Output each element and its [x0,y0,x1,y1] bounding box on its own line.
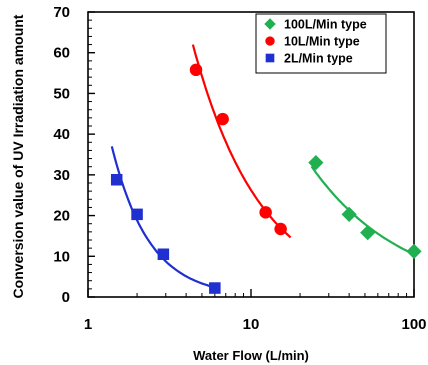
data-point [157,248,170,261]
legend-marker [264,18,276,30]
y-tick-label: 70 [53,4,70,21]
y-tick-label: 0 [62,289,70,306]
x-tick-label: 100 [401,316,426,333]
data-point [406,243,422,259]
data-point [189,63,203,77]
x-tick-label: 1 [84,316,92,333]
data-point [259,206,272,219]
y-tick-label: 30 [53,167,70,184]
data-point [341,206,357,222]
legend-label: 100L/Min type [284,18,367,32]
y-tick-label: 50 [53,85,70,102]
y-tick-label: 60 [53,45,70,62]
legend-box [255,13,387,74]
y-tick-label: 20 [53,208,70,225]
data-point [131,208,143,221]
data-point [308,155,324,171]
legend-label: 10L/Min type [284,35,360,49]
trend-line [310,165,415,256]
data-point [209,282,221,294]
legend-marker [265,36,275,46]
data-point [360,225,376,241]
y-tick-label: 10 [53,248,70,265]
y-tick-label: 40 [53,126,70,143]
data-point [216,112,229,126]
trend-line [110,146,220,290]
data-point [110,173,123,186]
legend-label: 2L/Min type [284,52,353,66]
trend-line [191,44,292,239]
x-tick-label: 10 [243,316,260,333]
data-point [274,222,287,236]
y-axis-title: Conversion value of UV Irradiation amoun… [10,14,26,298]
legend-marker [265,53,275,63]
x-axis-title: Water Flow (L/min) [193,348,309,363]
